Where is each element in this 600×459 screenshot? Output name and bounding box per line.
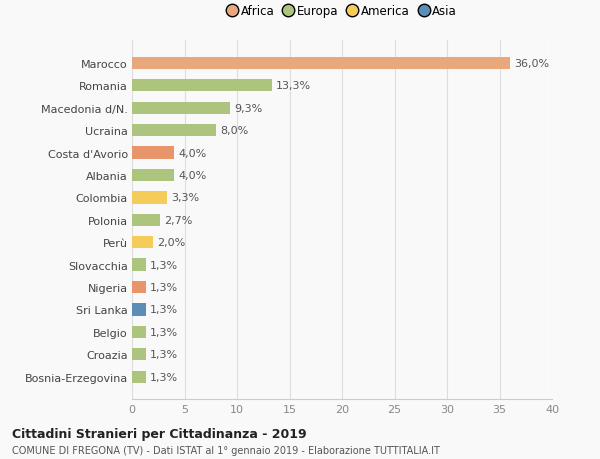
Text: 2,0%: 2,0%	[157, 238, 185, 248]
Text: 8,0%: 8,0%	[220, 126, 248, 136]
Text: 4,0%: 4,0%	[178, 148, 206, 158]
Text: COMUNE DI FREGONA (TV) - Dati ISTAT al 1° gennaio 2019 - Elaborazione TUTTITALIA: COMUNE DI FREGONA (TV) - Dati ISTAT al 1…	[12, 445, 440, 455]
Bar	[132, 102, 230, 115]
Text: 2,7%: 2,7%	[164, 215, 193, 225]
Bar	[132, 80, 272, 92]
Bar	[132, 371, 146, 383]
Text: 1,3%: 1,3%	[150, 327, 178, 337]
Text: 1,3%: 1,3%	[150, 260, 178, 270]
Bar	[132, 348, 146, 361]
Bar	[132, 259, 146, 271]
Text: 36,0%: 36,0%	[514, 59, 550, 69]
Legend: Africa, Europa, America, Asia: Africa, Europa, America, Asia	[223, 0, 461, 23]
Text: 13,3%: 13,3%	[276, 81, 311, 91]
Text: Cittadini Stranieri per Cittadinanza - 2019: Cittadini Stranieri per Cittadinanza - 2…	[12, 427, 307, 440]
Text: 3,3%: 3,3%	[171, 193, 199, 203]
Bar	[132, 214, 160, 226]
Bar	[132, 304, 146, 316]
Text: 1,3%: 1,3%	[150, 305, 178, 315]
Bar	[132, 192, 167, 204]
Bar	[132, 147, 174, 159]
Bar	[132, 326, 146, 338]
Text: 4,0%: 4,0%	[178, 171, 206, 180]
Text: 1,3%: 1,3%	[150, 282, 178, 292]
Bar	[132, 281, 146, 294]
Text: 9,3%: 9,3%	[234, 103, 262, 113]
Bar	[132, 125, 216, 137]
Bar	[132, 236, 153, 249]
Bar	[132, 57, 510, 70]
Text: 1,3%: 1,3%	[150, 372, 178, 382]
Bar	[132, 169, 174, 182]
Text: 1,3%: 1,3%	[150, 350, 178, 359]
